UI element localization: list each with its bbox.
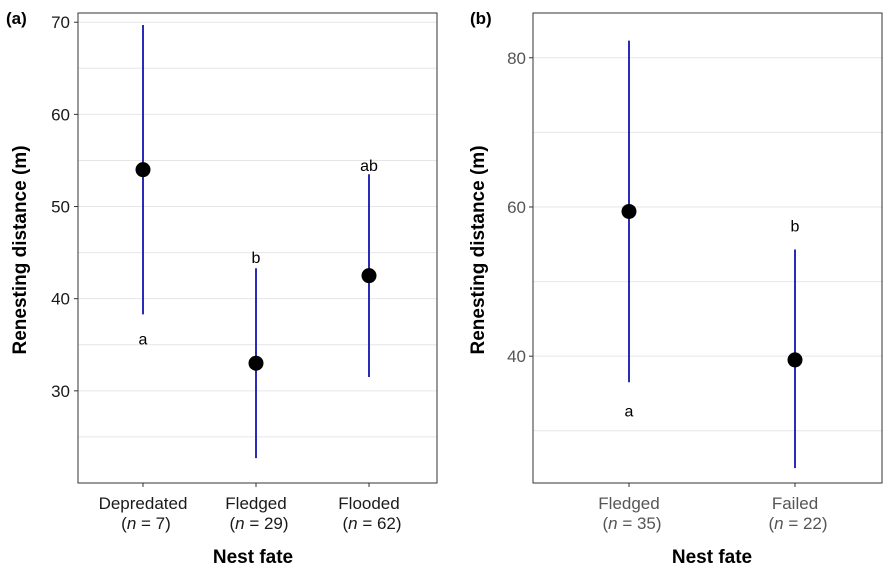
- x-tick-label: Depredated: [99, 494, 188, 513]
- panel-b-frame: [532, 12, 883, 484]
- sample-size-label: (n = 22): [768, 514, 827, 533]
- panel-b-gridlines: [533, 57, 883, 432]
- panel-a-gridlines: [78, 21, 437, 438]
- panel-b-y-ticks: 40 60 80: [507, 49, 533, 366]
- sample-size-label: (n = 7): [121, 514, 171, 533]
- panel-b-points: [621, 203, 803, 368]
- letter-fledged: b: [252, 250, 261, 267]
- y-tick-label: 50: [51, 198, 70, 217]
- sample-size-label: (n = 29): [229, 514, 288, 533]
- panel-b-label: (b): [470, 9, 492, 28]
- point-depredated: [135, 162, 151, 178]
- sample-size-label: (n = 35): [602, 514, 661, 533]
- panel-b-y-axis-title: Renesting distance (m): [468, 145, 489, 354]
- y-tick-label: 60: [51, 105, 70, 124]
- panel-b-x-axis-title: Nest fate: [672, 547, 752, 568]
- letter-fledged: a: [625, 404, 634, 421]
- point-flooded: [361, 268, 377, 284]
- x-tick-label: Failed: [772, 494, 818, 513]
- y-tick-label: 80: [507, 49, 526, 68]
- letter-depredated: a: [139, 331, 148, 348]
- panel-a-intervals: [142, 24, 370, 459]
- panel-a-frame: [77, 12, 438, 484]
- panel-a-points: [135, 162, 377, 371]
- y-tick-label: 30: [51, 382, 70, 401]
- y-tick-label: 70: [51, 13, 70, 32]
- panel-b-intervals: [628, 40, 796, 469]
- panel-b-letters: ab: [625, 219, 800, 421]
- y-tick-label: 60: [507, 198, 526, 217]
- point-fledged: [248, 355, 264, 371]
- letter-flooded: ab: [360, 158, 378, 175]
- panel-a-x-ticks: Depredated(n = 7) Fledged(n = 29) Flooded(…: [99, 483, 402, 533]
- sample-size-label: (n = 62): [342, 514, 401, 533]
- panel-b-x-ticks: Fledged(n = 35) Failed(n = 22): [598, 483, 828, 533]
- point-fledged: [621, 203, 637, 219]
- panel-a-y-ticks: 30 40 50 60 70: [51, 13, 78, 401]
- panel-a-y-axis-title: Renesting distance (m): [10, 145, 31, 354]
- x-tick-label: Flooded: [338, 494, 399, 513]
- x-tick-label: Fledged: [598, 494, 659, 513]
- panel-a-label: (a): [6, 9, 27, 28]
- y-tick-label: 40: [51, 290, 70, 309]
- x-tick-label: Fledged: [225, 494, 286, 513]
- y-tick-label: 40: [507, 347, 526, 366]
- panel-a-x-axis-title: Nest fate: [213, 547, 293, 568]
- letter-failed: b: [791, 219, 800, 236]
- point-failed: [787, 352, 803, 368]
